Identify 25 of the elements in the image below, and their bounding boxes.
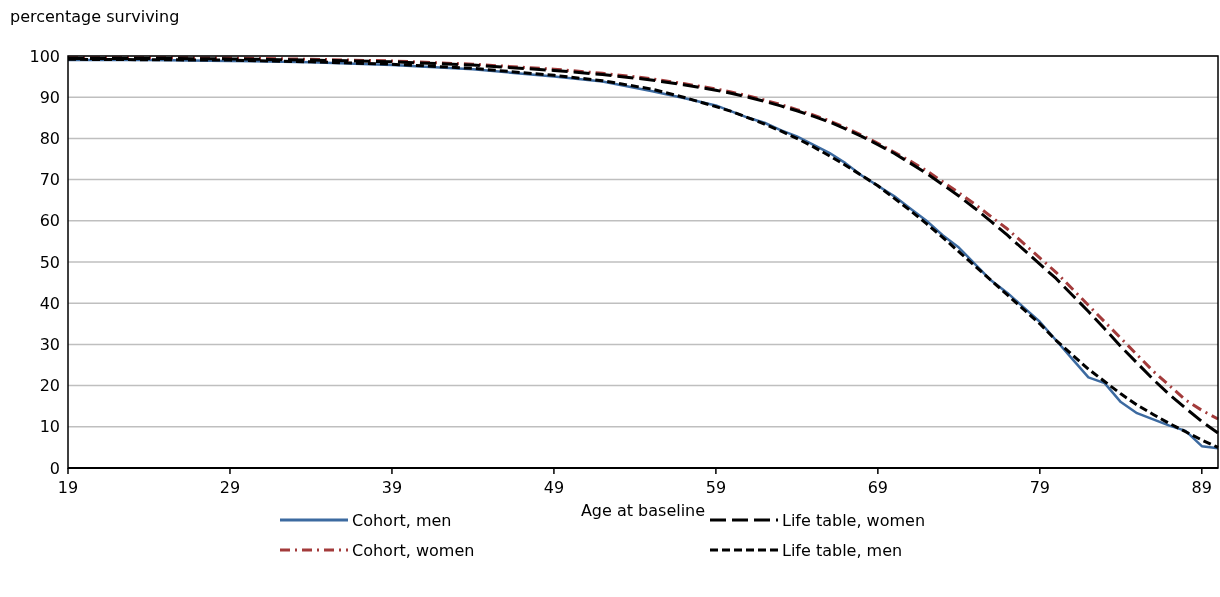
x-axis-title: Age at baseline — [580, 501, 706, 520]
legend-label: Life table, women — [782, 510, 926, 530]
legend-label: Cohort, women — [352, 540, 475, 560]
y-tick-label: 100 — [29, 46, 60, 66]
x-tick-label: 89 — [1191, 478, 1212, 497]
y-tick-label: 30 — [39, 335, 60, 354]
x-tick-label: 39 — [381, 478, 403, 497]
legend-label: Cohort, men — [352, 510, 452, 530]
x-tick-label: 69 — [867, 478, 889, 497]
legend-label: Life table, men — [782, 540, 903, 560]
y-tick-label: 70 — [39, 170, 60, 190]
x-tick-label: 19 — [57, 478, 79, 497]
y-tick-label: 20 — [39, 376, 60, 396]
y-tick-label: 40 — [39, 293, 60, 313]
x-tick-label: 49 — [543, 478, 565, 497]
y-tick-label: 60 — [39, 211, 60, 231]
y-tick-label: 90 — [39, 87, 60, 107]
y-tick-label: 10 — [39, 417, 60, 437]
x-tick-label: 29 — [219, 478, 241, 497]
y-tick-label: 50 — [39, 252, 60, 272]
y-axis-title: percentage surviving — [10, 7, 180, 26]
y-tick-label: 80 — [39, 129, 60, 148]
y-tick-label: 0 — [49, 458, 60, 478]
x-tick-label: 59 — [705, 478, 727, 497]
x-tick-label: 79 — [1029, 478, 1051, 497]
